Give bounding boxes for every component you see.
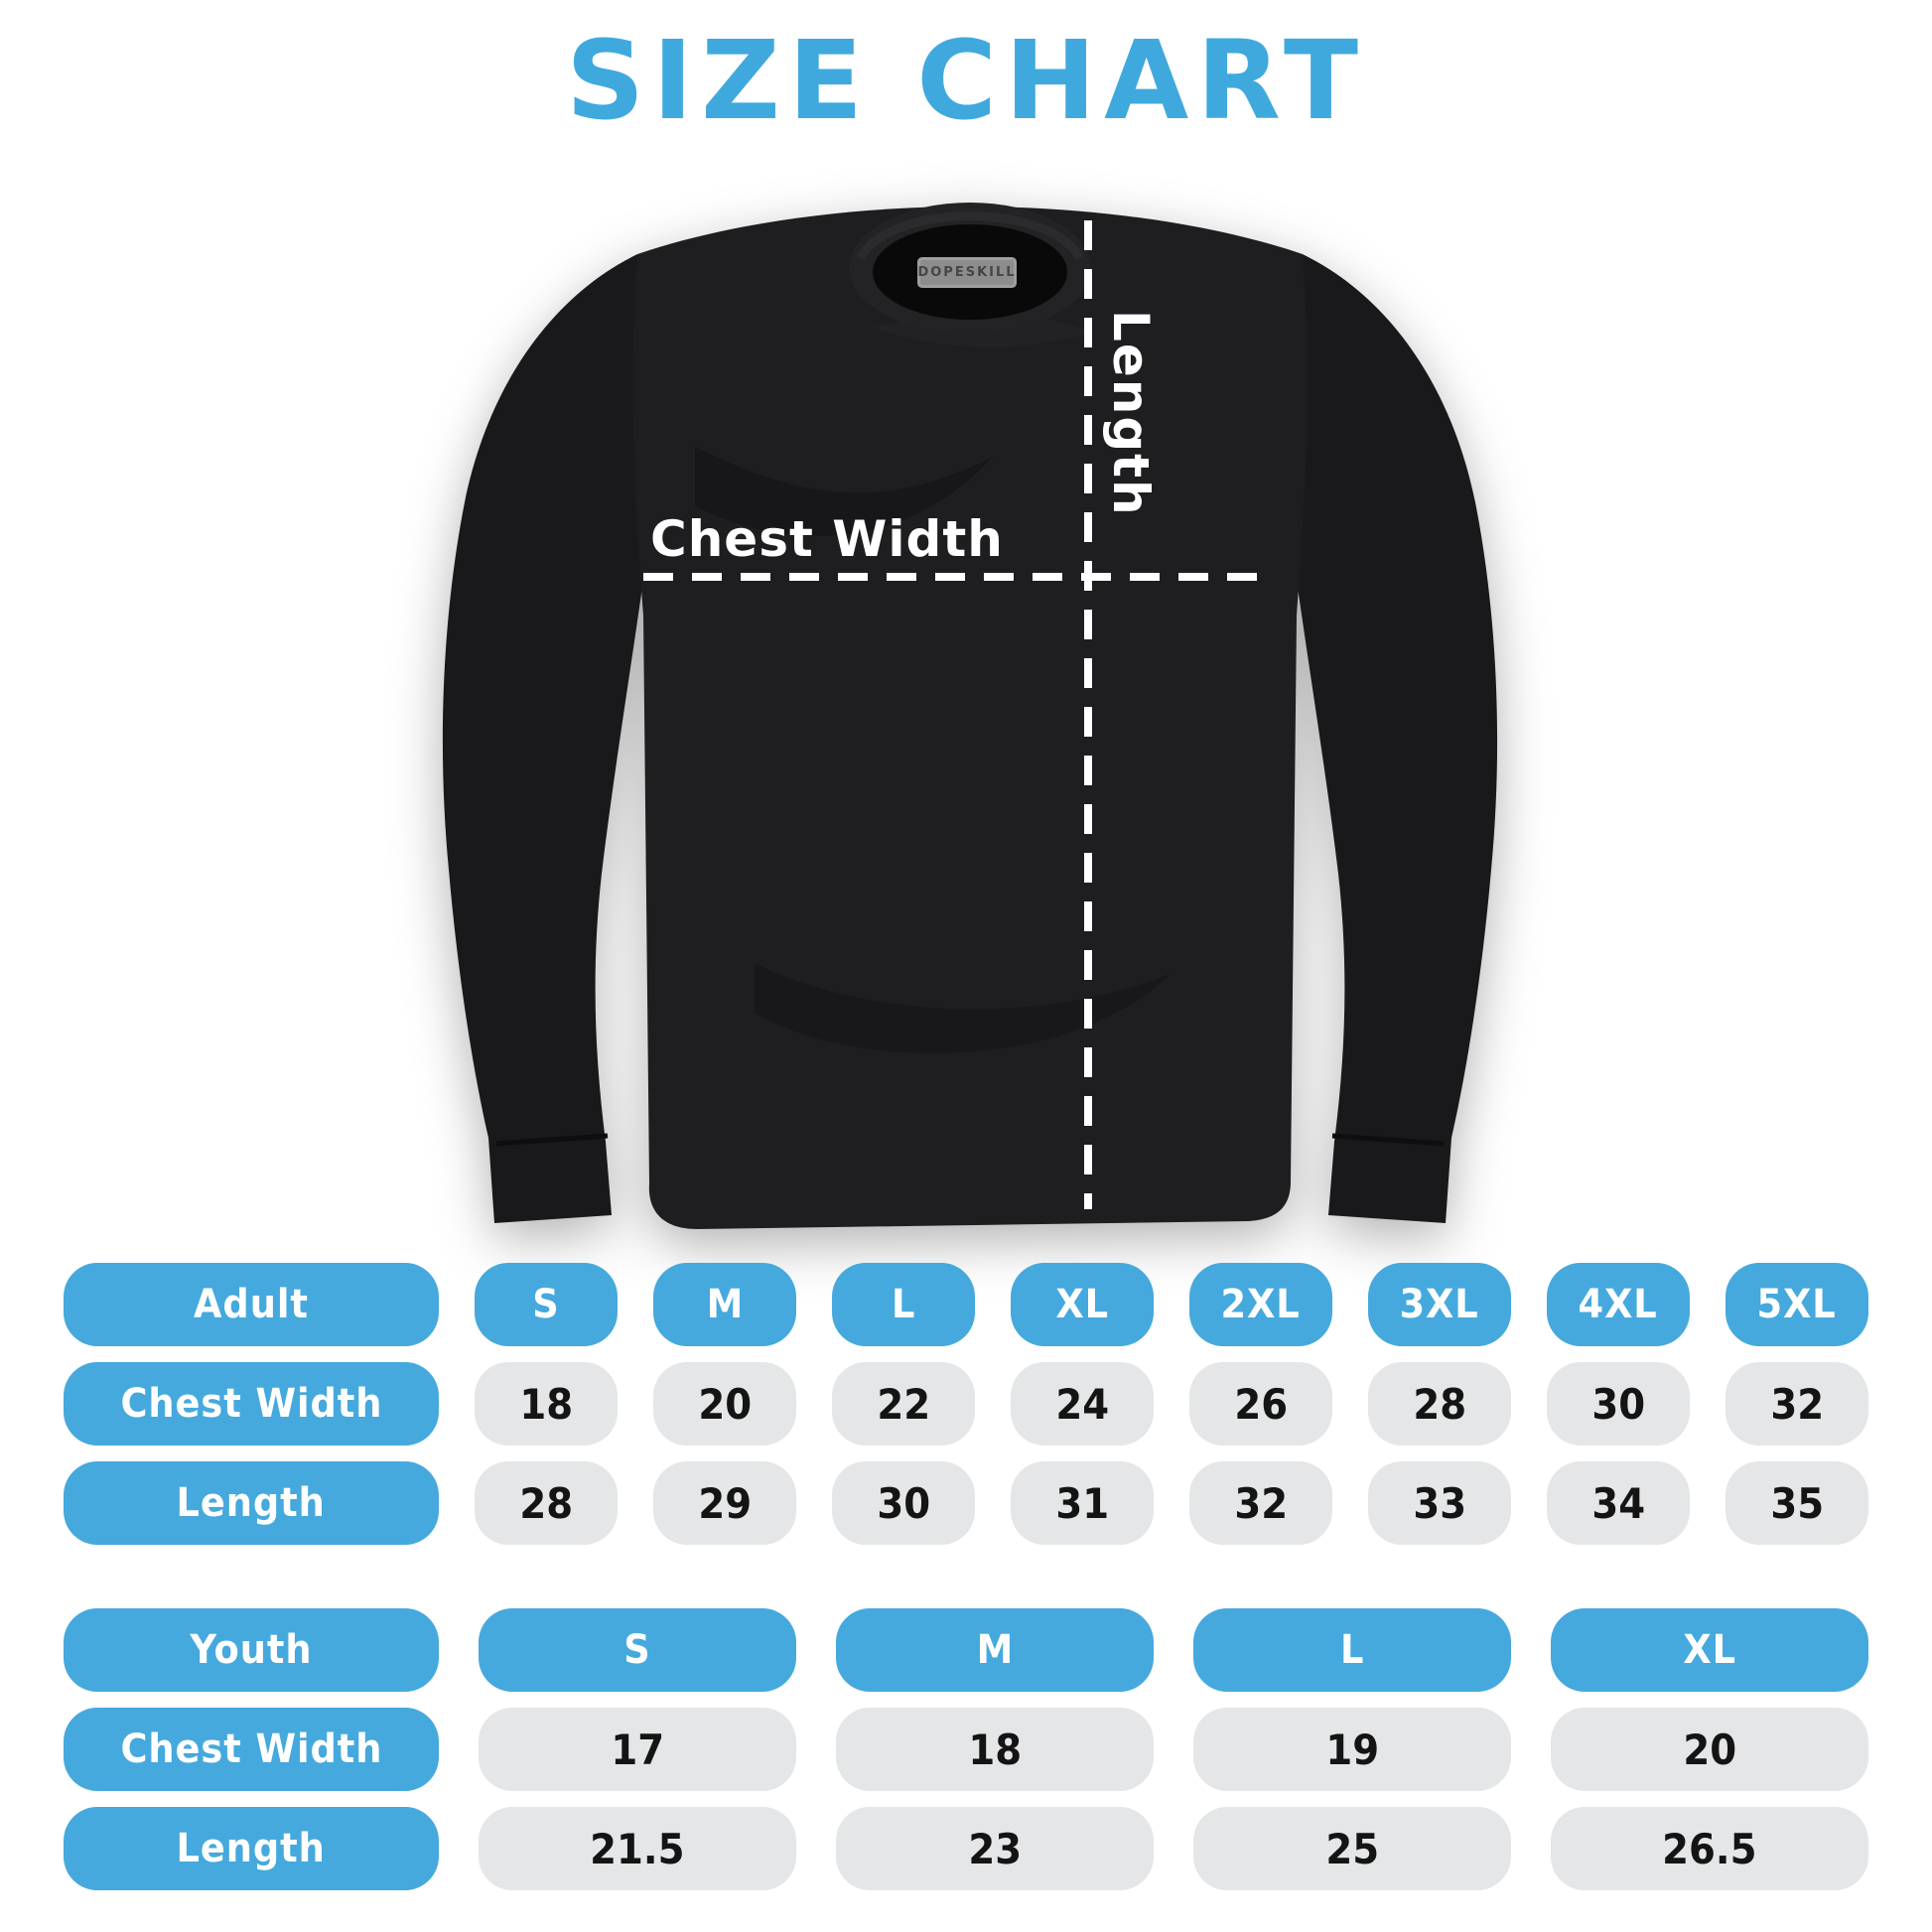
size-cell: 24 <box>1011 1362 1154 1446</box>
size-pill-m: M <box>653 1263 796 1346</box>
adult-length-row-label: Length <box>64 1461 439 1545</box>
size-cell: 20 <box>653 1362 796 1446</box>
size-tables: Adult S M L XL 2XL 3XL 4XL 5XL Chest Wid… <box>64 1263 1868 1890</box>
size-pill-4xl: 4XL <box>1547 1263 1690 1346</box>
size-pill-5xl: 5XL <box>1725 1263 1868 1346</box>
page-title: SIZE CHART <box>565 17 1367 144</box>
size-pill-2xl: 2XL <box>1189 1263 1332 1346</box>
size-cell: 31 <box>1011 1461 1154 1545</box>
size-cell: 30 <box>1547 1362 1690 1446</box>
size-pill-l: L <box>832 1263 975 1346</box>
youth-size-table: Youth S M L XL Chest Width 17 18 19 20 L… <box>64 1608 1868 1890</box>
length-label: Length <box>1102 310 1160 517</box>
size-cell: 35 <box>1725 1461 1868 1545</box>
chest-width-dashed-line <box>643 573 1276 581</box>
adult-size-table: Adult S M L XL 2XL 3XL 4XL 5XL Chest Wid… <box>64 1263 1868 1545</box>
size-cell: 22 <box>832 1362 975 1446</box>
size-cell: 32 <box>1725 1362 1868 1446</box>
size-pill-m: M <box>836 1608 1154 1692</box>
size-cell: 28 <box>1368 1362 1511 1446</box>
size-cell: 20 <box>1551 1708 1868 1791</box>
size-pill-s: S <box>479 1608 796 1692</box>
size-cell: 32 <box>1189 1461 1332 1545</box>
shirt-figure: DOPESKILL Chest Width Length <box>0 149 1932 1241</box>
size-cell: 21.5 <box>479 1807 796 1890</box>
size-cell: 33 <box>1368 1461 1511 1545</box>
size-pill-s: S <box>475 1263 618 1346</box>
size-cell: 17 <box>479 1708 796 1791</box>
length-dashed-line <box>1084 220 1092 1209</box>
size-cell: 30 <box>832 1461 975 1545</box>
youth-chest-row-label: Chest Width <box>64 1708 439 1791</box>
adult-chest-row-label: Chest Width <box>64 1362 439 1446</box>
youth-length-row-label: Length <box>64 1807 439 1890</box>
size-pill-xl: XL <box>1551 1608 1868 1692</box>
youth-table-title: Youth <box>64 1608 439 1692</box>
size-cell: 18 <box>836 1708 1154 1791</box>
size-cell: 26 <box>1189 1362 1332 1446</box>
size-cell: 25 <box>1193 1807 1511 1890</box>
size-cell: 34 <box>1547 1461 1690 1545</box>
long-sleeve-shirt-image <box>442 203 1498 1229</box>
size-cell: 19 <box>1193 1708 1511 1791</box>
size-cell: 28 <box>475 1461 618 1545</box>
chest-width-label: Chest Width <box>650 510 1004 568</box>
size-cell: 26.5 <box>1551 1807 1868 1890</box>
size-pill-3xl: 3XL <box>1368 1263 1511 1346</box>
size-cell: 18 <box>475 1362 618 1446</box>
adult-table-title: Adult <box>64 1263 439 1346</box>
size-cell: 23 <box>836 1807 1154 1890</box>
brand-tag: DOPESKILL <box>917 260 1015 285</box>
table-spacer <box>64 1545 1868 1608</box>
size-cell: 29 <box>653 1461 796 1545</box>
size-pill-xl: XL <box>1011 1263 1154 1346</box>
size-pill-l: L <box>1193 1608 1511 1692</box>
